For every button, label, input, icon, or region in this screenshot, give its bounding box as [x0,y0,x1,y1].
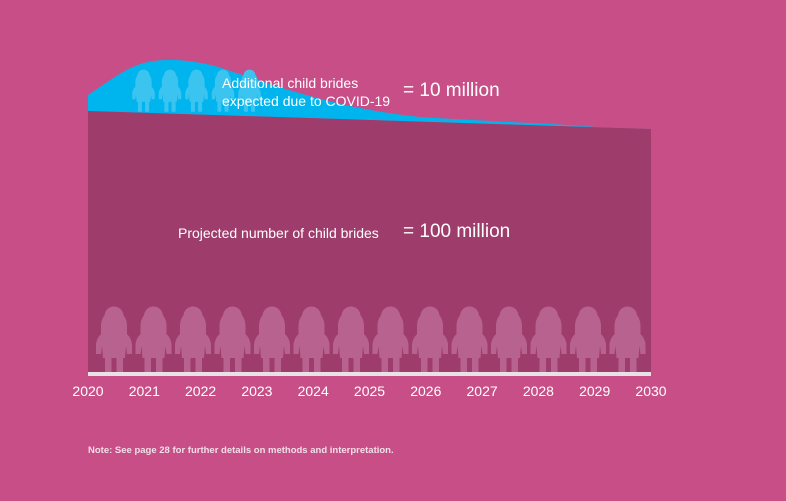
projected-total-label: = 100 million [403,221,510,242]
x-tick-label: 2028 [523,383,554,399]
x-tick-label: 2029 [579,383,610,399]
x-axis-baseline [88,372,651,376]
covid-total-label: = 10 million [403,80,500,101]
x-tick-label: 2030 [635,383,666,399]
x-tick-label: 2021 [129,383,160,399]
x-tick-label: 2022 [185,383,216,399]
x-tick-label: 2026 [410,383,441,399]
covid-label-line2: expected due to COVID-19 [222,93,390,109]
x-tick-label: 2025 [354,383,385,399]
x-axis-ticks: 2020 2021 2022 2023 2024 2025 2026 2027 2028 2029… [72,383,666,399]
x-tick-label: 2024 [298,383,329,399]
projected-label: Projected number of child brides [178,225,379,241]
footnote: Note: See page 28 for further details on… [88,445,394,456]
projected-area [88,111,651,372]
x-tick-label: 2027 [467,383,498,399]
x-tick-label: 2023 [241,383,272,399]
x-tick-label: 2020 [72,383,103,399]
covid-label-line1: Additional child brides [222,75,358,91]
